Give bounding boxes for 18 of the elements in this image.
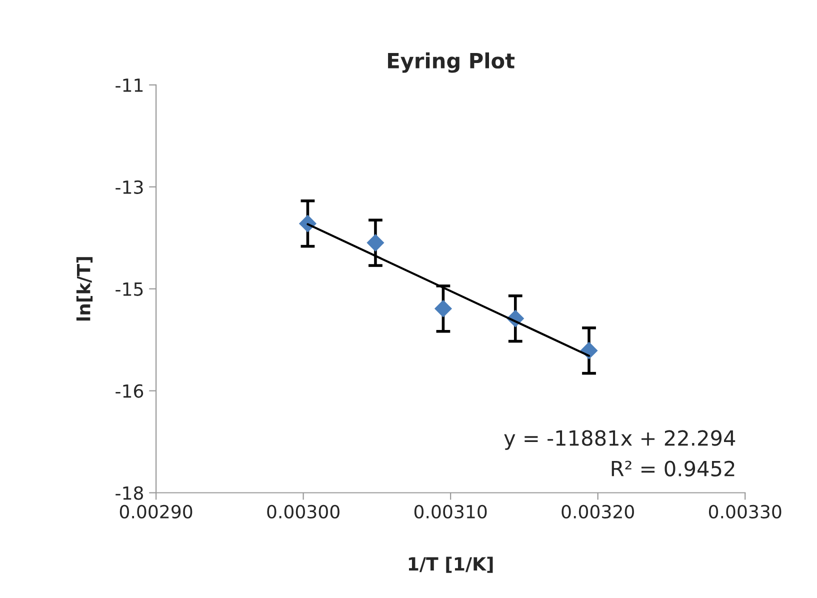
- y-tick-label: -11: [116, 78, 143, 92]
- x-tick-label: 0.00300: [267, 504, 340, 519]
- y-tick-label: -15: [116, 282, 143, 296]
- annotation: R² = 0.9452: [612, 460, 734, 476]
- x-tick-label: 0.00320: [562, 504, 634, 519]
- y-tick-label: -13: [116, 180, 143, 194]
- annotation: y = -11881x + 22.294: [504, 430, 736, 450]
- y-axis-title: ln[k/T]: [76, 257, 93, 321]
- y-tick-label: -18: [116, 486, 144, 500]
- x-axis-title: 1/T [1/K]: [408, 556, 493, 573]
- x-tick-label: 0.00330: [708, 504, 782, 519]
- chart-title: Eyring Plot: [388, 52, 515, 73]
- x-tick-label: 0.00310: [414, 504, 487, 519]
- point: [434, 300, 452, 318]
- point: [366, 234, 384, 252]
- y-tick-label: -16: [116, 384, 144, 398]
- point: [298, 214, 317, 232]
- x-tick-label: 0.00290: [120, 504, 192, 519]
